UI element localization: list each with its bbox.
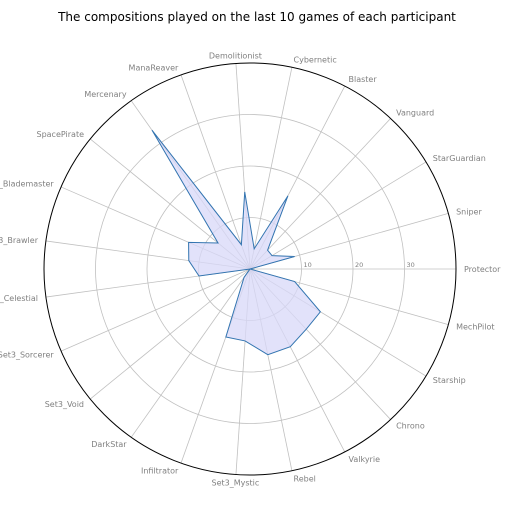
outer-frame <box>43 62 457 476</box>
category-label: SpacePirate <box>37 130 85 139</box>
category-label: Sniper <box>456 207 482 216</box>
category-label: Starship <box>433 376 466 385</box>
grid-circle <box>146 165 354 373</box>
category-label: Demolitionist <box>209 52 262 61</box>
category-label: StarGuardian <box>433 154 486 163</box>
chart-title: The compositions played on the last 10 g… <box>58 10 456 24</box>
data-area <box>151 129 322 356</box>
category-label: Vanguard <box>396 109 434 118</box>
category-label: Set3_Void <box>45 400 84 409</box>
category-label: Blaster <box>349 75 378 84</box>
category-label: Set3_Blademaster <box>0 180 54 189</box>
category-label: Mercenary <box>84 90 127 99</box>
category-label: Set3_Brawler <box>0 236 39 245</box>
category-label: DarkStar <box>91 440 127 449</box>
grid-circle <box>95 114 405 424</box>
category-label: Set3_Sorcerer <box>0 350 54 359</box>
category-label: Chrono <box>396 421 425 430</box>
category-label: Infiltrator <box>141 467 179 476</box>
category-label: ManaReaver <box>129 63 179 72</box>
category-label: Set3_Mystic <box>212 479 260 488</box>
r-tick-label: 10 <box>304 261 312 269</box>
r-tick-label: 20 <box>355 261 363 269</box>
r-tick-label: 30 <box>407 261 415 269</box>
category-label: Protector <box>464 265 501 274</box>
category-label: Valkyrie <box>349 455 381 464</box>
category-label: MechPilot <box>456 323 494 332</box>
category-label: Rebel <box>294 475 316 484</box>
category-label: Cybernetic <box>294 56 337 65</box>
category-label: Set3_Celestial <box>0 294 38 303</box>
